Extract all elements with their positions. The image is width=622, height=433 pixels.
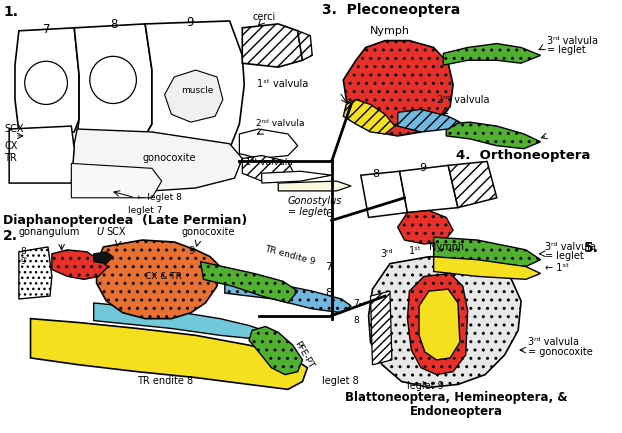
Text: 6: 6 [325,210,332,220]
Text: TR endite 9: TR endite 9 [264,244,317,267]
Polygon shape [400,165,458,213]
Text: 3ʳᵈ valvula: 3ʳᵈ valvula [547,36,598,45]
Text: 8: 8 [110,18,118,31]
Text: SCX: SCX [4,124,24,134]
Text: 7: 7 [325,262,332,271]
Text: 8: 8 [353,316,359,325]
Polygon shape [9,126,74,183]
Text: gonangulum: gonangulum [19,227,80,237]
Polygon shape [15,28,79,132]
Text: 5.: 5. [584,241,599,255]
Polygon shape [343,100,395,134]
Text: 1.: 1. [3,5,18,19]
Polygon shape [145,21,244,152]
Text: gonocoxite: gonocoxite [181,227,234,237]
Polygon shape [200,262,298,303]
Text: ←1ˢᵗ valvula: ←1ˢᵗ valvula [238,158,294,168]
Text: gonocoxite: gonocoxite [142,153,196,163]
Text: 2.: 2. [3,229,18,243]
Polygon shape [397,210,453,244]
Text: ← leglet 8: ← leglet 8 [137,193,182,202]
Polygon shape [225,279,351,313]
Text: SCX: SCX [106,227,126,237]
Text: = gonocoxite: = gonocoxite [528,347,593,357]
Polygon shape [19,247,52,299]
Polygon shape [239,129,298,158]
Polygon shape [397,110,460,132]
Text: 2ⁿᵈ valvula: 2ⁿᵈ valvula [437,94,489,104]
Polygon shape [52,250,108,279]
Polygon shape [446,122,541,149]
Text: U: U [96,227,104,237]
Text: 9: 9 [188,246,195,256]
Text: Diaphanopterodea  (Late Permian): Diaphanopterodea (Late Permian) [3,214,248,227]
Polygon shape [72,129,243,191]
Polygon shape [434,257,541,279]
Polygon shape [96,240,220,319]
Polygon shape [249,326,302,375]
Text: 3ʳᵈ valvula: 3ʳᵈ valvula [528,337,579,347]
Text: leglet 7: leglet 7 [128,206,162,214]
Text: leglet 8: leglet 8 [322,376,359,387]
Polygon shape [94,252,113,264]
Polygon shape [30,319,307,389]
Text: 1ˢᵗ: 1ˢᵗ [409,246,422,256]
Text: 4.  Orthoneoptera: 4. Orthoneoptera [456,149,590,162]
Polygon shape [165,70,223,122]
Polygon shape [443,44,541,65]
Polygon shape [94,303,264,338]
Text: CX: CX [4,141,17,151]
Text: Nymph: Nymph [429,242,464,252]
Polygon shape [407,274,468,375]
Text: PFE-PT: PFE-PT [293,339,315,370]
Polygon shape [243,155,293,181]
Polygon shape [361,171,407,217]
Polygon shape [278,181,351,191]
Text: 8: 8 [325,288,332,298]
Text: CX & TR: CX & TR [145,272,182,281]
Polygon shape [419,289,460,360]
Text: 7→: 7→ [353,299,366,308]
Text: TR endite 8: TR endite 8 [137,376,193,387]
Text: 2ⁿᵈ valvula: 2ⁿᵈ valvula [256,119,304,128]
Text: Gonostylus
= leglet: Gonostylus = leglet [288,196,342,217]
Text: 8: 8 [21,247,27,256]
Text: Blattoneoptera, Hemineoptera, &: Blattoneoptera, Hemineoptera, & [345,391,567,404]
Text: 7: 7 [43,23,50,36]
Polygon shape [369,257,521,388]
Text: 3.  Pleconeoptera: 3. Pleconeoptera [322,3,460,17]
Text: leglet 9: leglet 9 [407,381,444,391]
Text: Nymph: Nymph [370,26,410,36]
Polygon shape [371,291,392,365]
Text: 3ʳᵈ valvula: 3ʳᵈ valvula [545,242,596,252]
Text: Endoneoptera: Endoneoptera [409,405,503,418]
Polygon shape [343,41,453,136]
Polygon shape [448,162,497,207]
Text: 9: 9 [186,16,193,29]
Text: cerci: cerci [252,12,276,22]
Polygon shape [298,31,312,60]
Text: 8: 8 [373,169,379,179]
Text: = leglet: = leglet [547,45,586,55]
Text: 9: 9 [419,163,426,173]
Polygon shape [74,24,152,136]
Polygon shape [243,24,302,67]
Text: 3ʳᵈ: 3ʳᵈ [380,249,393,259]
Text: ← 1ˢᵗ: ← 1ˢᵗ [545,263,570,274]
Text: 1ˢᵗ valvula: 1ˢᵗ valvula [257,79,309,89]
Text: TR: TR [4,153,17,163]
Polygon shape [434,237,541,267]
Text: = leglet: = leglet [545,251,584,261]
Polygon shape [72,163,162,198]
Text: 9': 9' [21,257,28,265]
Text: muscle: muscle [181,86,213,95]
Polygon shape [262,171,332,183]
